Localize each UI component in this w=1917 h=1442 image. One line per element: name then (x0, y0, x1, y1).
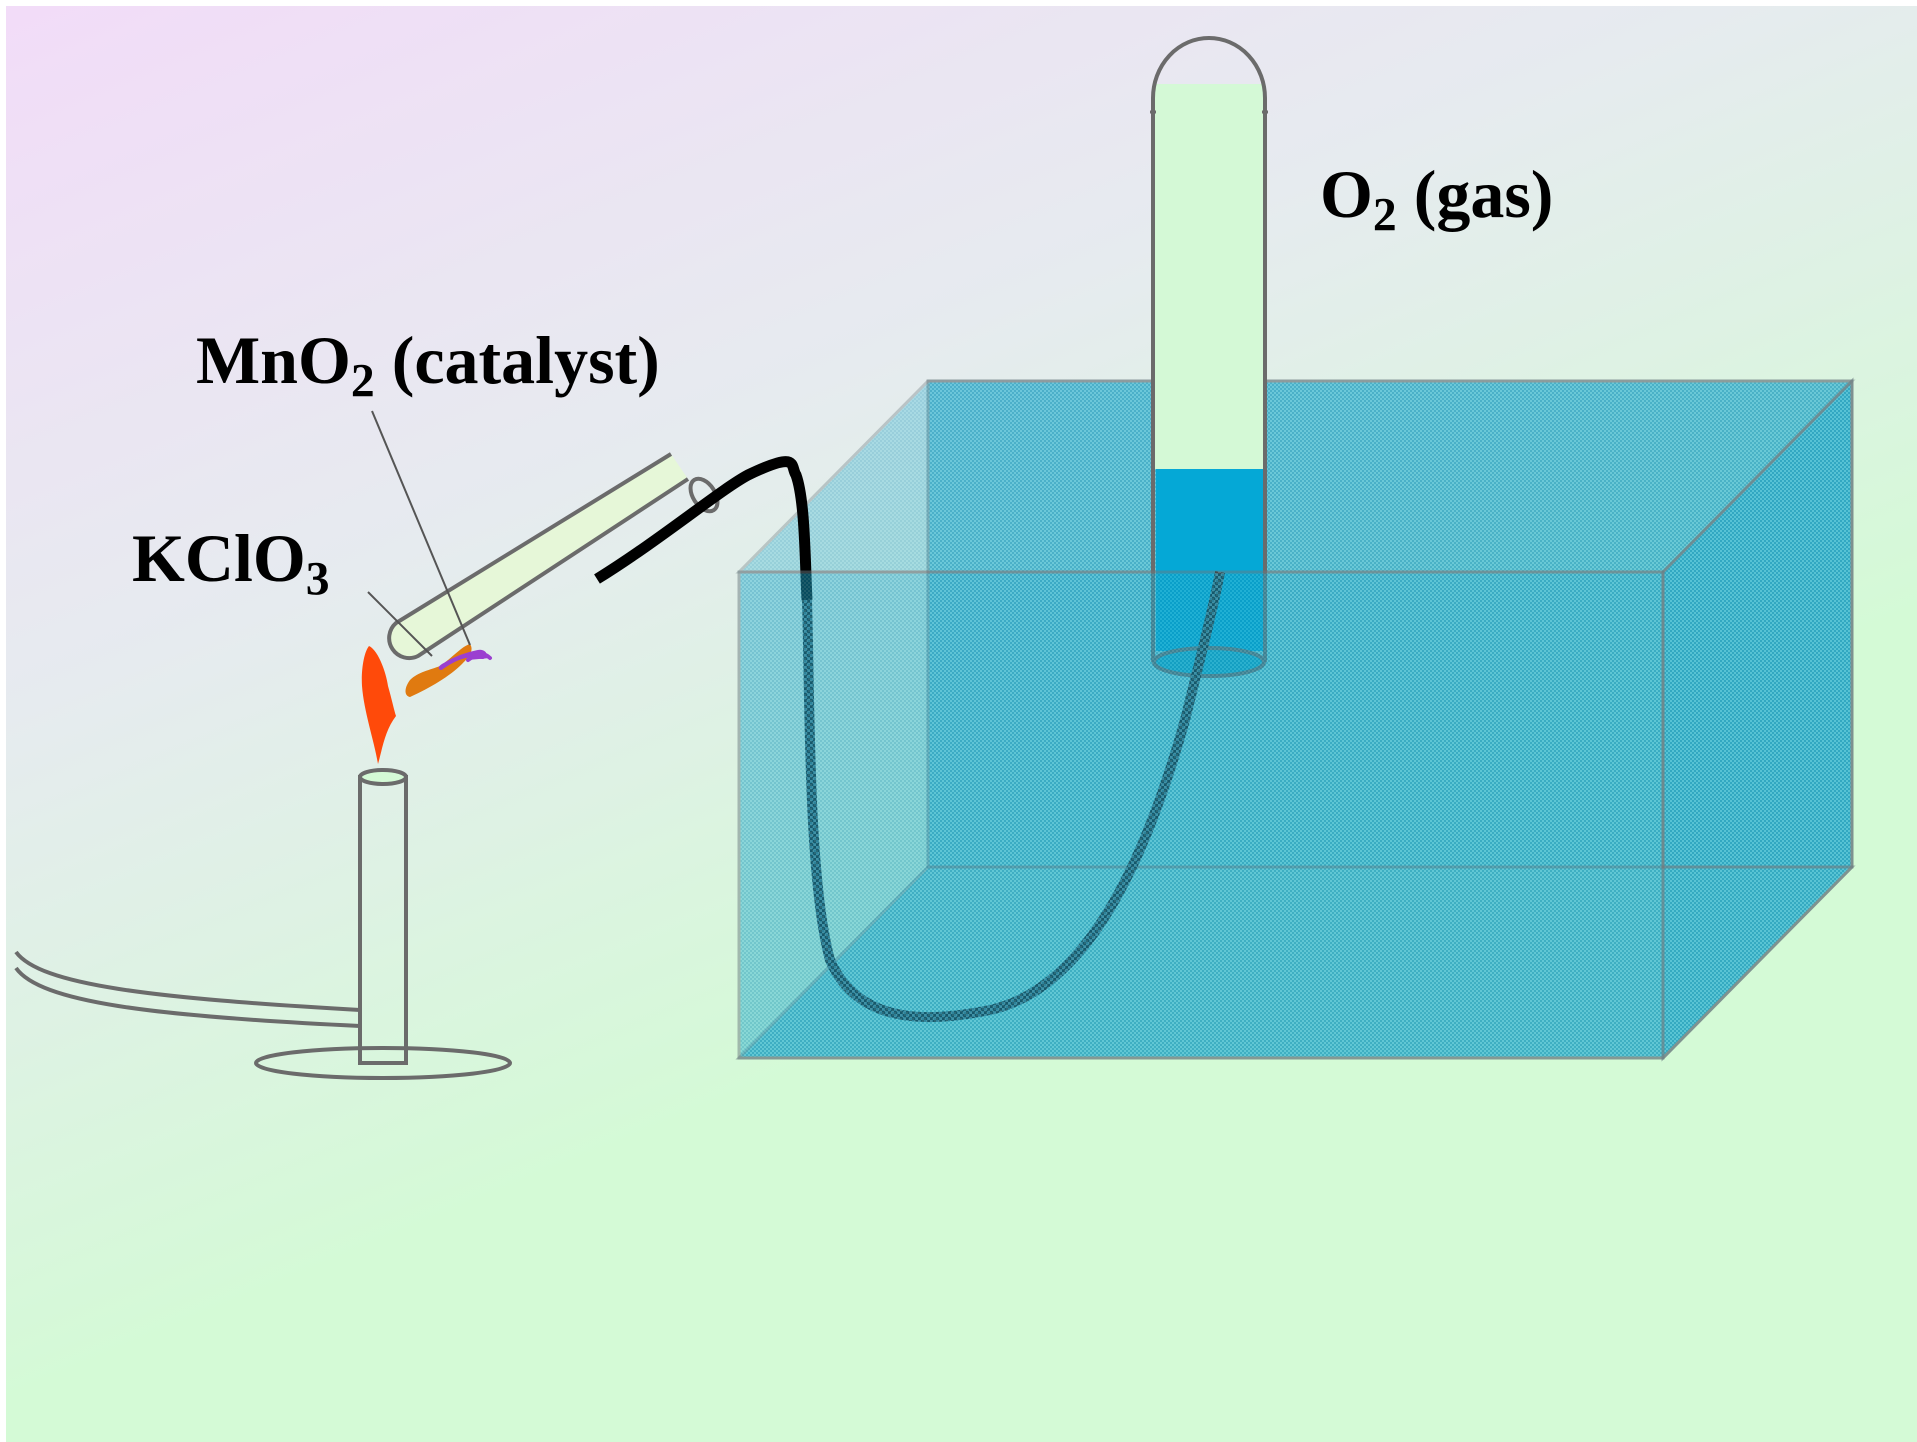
test-tube-icon (387, 452, 720, 697)
burner-mouth (358, 768, 408, 786)
trough-front-face (737, 570, 1665, 1060)
mno2-subscript: 2 (350, 355, 375, 408)
o2-subscript: 2 (1372, 189, 1397, 242)
burner-base (254, 1046, 512, 1080)
o2-formula: O (1320, 156, 1373, 232)
mno2-leader-line (371, 410, 471, 646)
mno2-suffix: (catalyst) (374, 322, 660, 398)
gas-hose-inner (14, 966, 361, 1028)
trough-top-face (735, 379, 1856, 574)
test-tube-mouth (688, 476, 720, 514)
collection-tube-glass (1151, 36, 1267, 662)
kclo3-formula: KClO (132, 520, 306, 596)
o2-suffix: (gas) (1396, 156, 1554, 232)
test-tube-glass (387, 452, 690, 660)
gas-hose (14, 950, 361, 1012)
manganese-dioxide-powder (438, 649, 492, 671)
bunsen-burner-icon (14, 768, 512, 1080)
o2-label: O2 (gas) (1320, 160, 1553, 240)
mno2-label: MnO2 (catalyst) (196, 326, 660, 406)
flame-icon (361, 646, 396, 764)
kclo3-label: KClO3 (132, 524, 330, 604)
mno2-formula: MnO (196, 322, 351, 398)
kclo3-leader-line (367, 591, 433, 657)
kclo3-subscript: 3 (305, 553, 330, 606)
collected-gas (1154, 84, 1264, 469)
delivery-tube-icon (594, 456, 813, 601)
